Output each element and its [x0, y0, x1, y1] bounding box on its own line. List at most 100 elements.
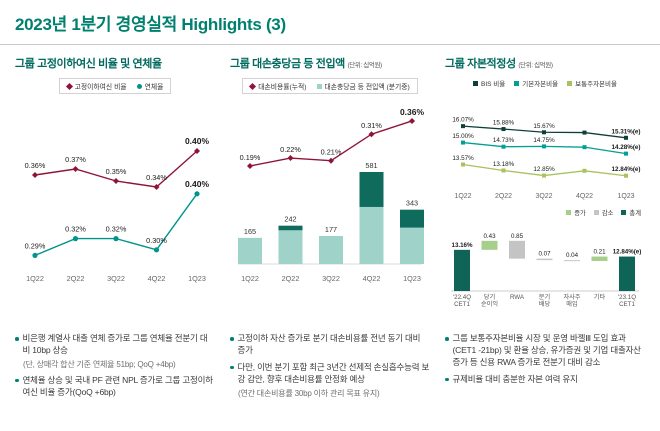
panel-title: 그룹 자본적정성 (단위: 십억원) — [445, 55, 645, 71]
panel-title-text: 그룹 자본적정성 — [445, 58, 516, 70]
panels-row: 그룹 고정이하여신 비율 및 연체율 고정이하여신 비율 연체율 0.36% 0.… — [15, 55, 645, 404]
bullet: 고정이하 자산 증가로 분기 대손비용률 전년 동기 대비 증가 — [230, 333, 430, 357]
legend-label: 연체율 — [144, 84, 164, 91]
chart-legend: BIS 비율 기본자본비율 보통주자본비율 — [445, 78, 645, 88]
svg-text:RWA: RWA — [510, 294, 525, 301]
bullet-text: 고정이하 자산 증가로 분기 대손비용률 전년 동기 대비 증가 — [237, 333, 421, 355]
panel-provision: 그룹 대손충당금 등 전입액 (단위: 십억원) 대손비용률(누적) 대손충당금… — [230, 55, 430, 404]
svg-text:0.30%: 0.30% — [146, 236, 167, 245]
svg-text:343: 343 — [406, 199, 418, 208]
svg-text:2Q22: 2Q22 — [495, 193, 512, 200]
svg-text:0.34%: 0.34% — [146, 173, 167, 182]
page-title: 2023년 1분기 경영실적 Highlights (3) — [15, 15, 286, 34]
svg-text:15.88%: 15.88% — [493, 120, 515, 127]
bullet-list: 고정이하 자산 증가로 분기 대손비용률 전년 동기 대비 증가 다만, 이번 … — [230, 333, 430, 404]
svg-text:0.36%: 0.36% — [25, 161, 46, 170]
svg-text:13.57%: 13.57% — [452, 155, 474, 162]
svg-text:0.29%: 0.29% — [25, 241, 46, 250]
bullet-dot-icon — [445, 337, 449, 341]
svg-text:14.73%: 14.73% — [493, 137, 515, 144]
square-marker-icon — [316, 83, 322, 89]
svg-text:14.28%(e): 14.28%(e) — [611, 144, 640, 151]
bullet-dot-icon — [15, 337, 19, 341]
svg-text:1Q22: 1Q22 — [454, 193, 471, 200]
svg-text:1Q22: 1Q22 — [241, 274, 259, 283]
circle-marker-icon — [136, 83, 142, 89]
svg-text:12.84%(e): 12.84%(e) — [611, 166, 640, 173]
bullet: 그룹 보통주자본비율 시장 및 운영 바젤Ⅲ 도입 효과(CET1 -21bp)… — [445, 333, 645, 369]
svg-text:15.67%: 15.67% — [533, 123, 555, 130]
legend-item: 증가 — [566, 208, 586, 217]
legend-label: 감소 — [601, 210, 614, 217]
chart-zone: 고정이하여신 비율 연체율 0.36% 0.37% 0.35% 0.34% 0.40% 0… — [15, 71, 215, 325]
svg-text:242: 242 — [284, 215, 296, 224]
panel-title-text: 그룹 대손충당금 등 전입액 — [230, 58, 345, 70]
svg-text:14.75%: 14.75% — [533, 137, 555, 144]
bullet-text: 그룹 보통주자본비율 시장 및 운영 바젤Ⅲ 도입 효과(CET1 -21bp)… — [452, 333, 642, 367]
title-divider — [0, 44, 660, 45]
svg-text:기타: 기타 — [594, 293, 606, 301]
legend-item: 대손충당금 등 전입액 (분기중) — [316, 81, 410, 91]
svg-text:177: 177 — [325, 225, 337, 234]
svg-text:0.21%: 0.21% — [321, 148, 342, 157]
svg-text:자사주: 자사주 — [563, 293, 580, 301]
bullet-list: 그룹 보통주자본비율 시장 및 운영 바젤Ⅲ 도입 효과(CET1 -21bp)… — [445, 333, 645, 391]
svg-text:CET1: CET1 — [454, 301, 470, 308]
legend-item: 보통주자본비율 — [567, 78, 617, 88]
svg-text:3Q22: 3Q22 — [322, 274, 340, 283]
panel-title-text: 그룹 고정이하여신 비율 및 연체율 — [15, 58, 162, 70]
svg-text:0.22%: 0.22% — [280, 145, 301, 154]
svg-text:165: 165 — [244, 227, 256, 236]
svg-text:0.32%: 0.32% — [65, 225, 86, 234]
svg-text:3Q22: 3Q22 — [107, 274, 125, 283]
svg-text:0.36%: 0.36% — [400, 107, 425, 117]
bullet-text: 연체율 상승 및 국내 PF 관련 NPL 증가로 그룹 고정이하여신 비율 증… — [22, 374, 214, 397]
svg-text:0.04: 0.04 — [566, 252, 579, 259]
bullet-dot-icon — [230, 337, 234, 341]
waterfall-legend: 증가 감소 총계 — [445, 208, 641, 217]
legend-item: 대손비용률(누적) — [249, 81, 307, 91]
legend-item: 감소 — [593, 208, 614, 217]
unit-label: (단위: 십억원) — [518, 62, 553, 69]
legend-item: 연체율 — [136, 81, 164, 91]
svg-text:'22.4Q: '22.4Q — [453, 294, 471, 301]
chart-legend: 고정이하여신 비율 연체율 — [58, 78, 172, 94]
svg-text:4Q22: 4Q22 — [148, 274, 166, 283]
bullet: 비은행 계열사 대출 연체 증가로 그룹 연체율 전분기 대비 10bp 상승 — [15, 333, 215, 357]
bullet-text: 다만, 이번 분기 포함 최근 3년간 선제적 손실흡수능력 보강 감안, 향후… — [237, 361, 430, 384]
legend-label: 증가 — [574, 210, 586, 217]
bullet-text: 규제비율 대비 충분한 자본 여력 유지 — [452, 373, 578, 384]
svg-text:0.37%: 0.37% — [65, 155, 86, 164]
svg-text:1Q23: 1Q23 — [403, 274, 421, 283]
svg-text:'23.1Q: '23.1Q — [618, 294, 636, 301]
bullet: 규제비율 대비 충분한 자본 여력 유지 — [445, 374, 645, 386]
svg-text:당기: 당기 — [484, 293, 495, 301]
svg-text:4Q22: 4Q22 — [576, 193, 593, 200]
legend-label: 보통주자본비율 — [575, 81, 617, 88]
svg-text:12.84%(e): 12.84%(e) — [613, 249, 642, 256]
svg-text:0.07: 0.07 — [538, 251, 551, 258]
provision-bar-chart: 165 242 177 581 343 0.19% 0.22% 0.21% 0.31% 0.36%… — [238, 107, 425, 283]
svg-text:2Q22: 2Q22 — [67, 274, 85, 283]
svg-text:매입: 매입 — [566, 300, 577, 308]
bullet-dot-icon — [445, 377, 449, 382]
bullet-dot-icon — [230, 365, 234, 370]
bullet: 다만, 이번 분기 포함 최근 3년간 선제적 손실흡수능력 보강 감안, 향후… — [230, 362, 430, 386]
cet1-waterfall-chart: 13.16%'22.4QCET10.43당기순이익0.85RWA0.07분기배당… — [451, 233, 642, 308]
legend-label: 대손충당금 등 전입액 (분기중) — [324, 84, 410, 91]
svg-text:0.85: 0.85 — [511, 233, 524, 240]
svg-text:0.35%: 0.35% — [106, 167, 127, 176]
bullet-dot-icon — [15, 378, 19, 383]
legend-item: 총계 — [621, 208, 641, 217]
square-marker-icon — [514, 80, 520, 86]
bullet-subnote: (단, 상매각 합산 기준 연체율 51bp; QoQ +4bp) — [23, 359, 176, 369]
square-marker-icon — [472, 80, 478, 86]
svg-text:0.32%: 0.32% — [106, 225, 127, 234]
svg-text:0.31%: 0.31% — [361, 121, 382, 130]
svg-text:0.40%: 0.40% — [185, 179, 210, 189]
svg-text:0.40%: 0.40% — [185, 136, 210, 146]
svg-text:2Q22: 2Q22 — [282, 274, 300, 283]
legend-label: BIS 비율 — [480, 81, 506, 88]
legend-label: 대손비용률(누적) — [258, 84, 307, 91]
svg-text:13.16%: 13.16% — [452, 242, 473, 249]
